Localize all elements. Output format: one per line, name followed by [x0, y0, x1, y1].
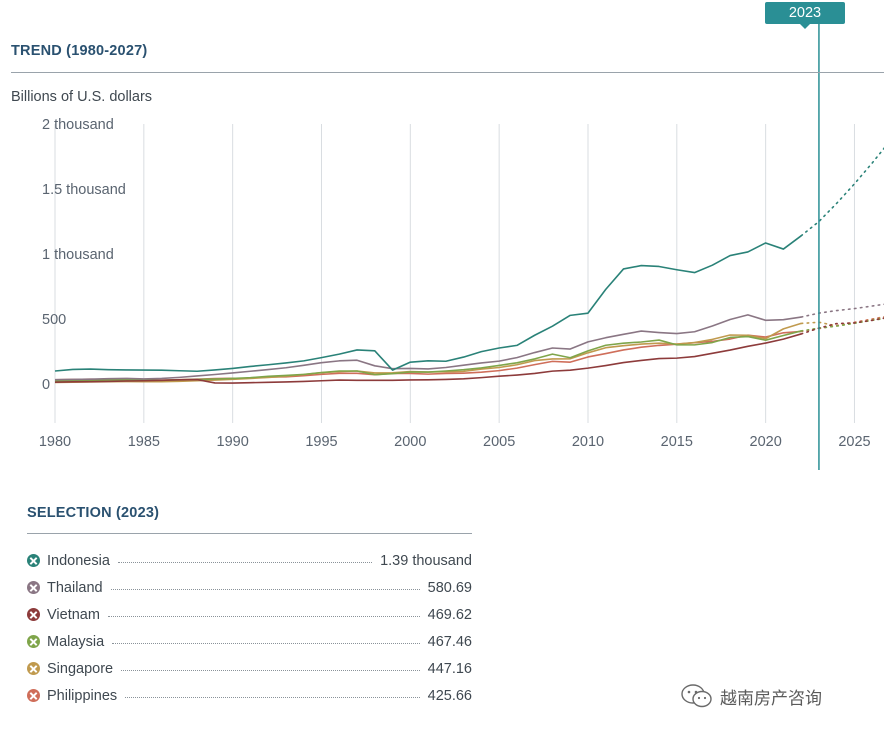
chart-series-lines: [54, 147, 884, 384]
y-axis-tick-labels: 2 thousand 1.5 thousand 1 thousand 500 0: [42, 117, 126, 393]
legend-value: 469.62: [427, 606, 472, 623]
remove-x-icon[interactable]: [27, 662, 40, 675]
watermark-text: 越南房产咨询: [720, 688, 822, 708]
legend-value: 580.69: [427, 579, 472, 596]
leader-dots: [112, 643, 420, 644]
legend-row-singapore[interactable]: Singapore 447.16: [27, 655, 472, 682]
series-line-philippines: [54, 330, 802, 382]
selection-divider: [27, 533, 472, 534]
legend-value: 425.66: [427, 687, 472, 704]
x-tick-label: 1995: [305, 434, 337, 450]
trend-line-chart: 2 thousand 1.5 thousand 1 thousand 500 0 198…: [39, 24, 884, 470]
leader-dots: [107, 616, 420, 617]
x-tick-label: 1980: [39, 434, 71, 450]
remove-x-icon[interactable]: [27, 554, 40, 567]
series-line-vietnam: [54, 333, 802, 384]
legend-country-name: Thailand: [47, 579, 103, 596]
badge-pointer: [800, 24, 810, 29]
section-title: TREND (1980-2027): [11, 43, 148, 59]
watermark: 越南房产咨询: [680, 683, 822, 709]
series-projection-indonesia: [800, 147, 884, 237]
leader-dots: [110, 589, 420, 590]
legend-row-thailand[interactable]: Thailand 580.69: [27, 574, 472, 601]
y-tick-label: 0: [42, 377, 50, 393]
x-tick-label: 1990: [217, 434, 249, 450]
y-tick-label: 2 thousand: [42, 117, 114, 133]
x-tick-label: 2000: [394, 434, 426, 450]
leader-dots: [117, 562, 373, 563]
legend-country-name: Malaysia: [47, 633, 105, 650]
remove-x-icon[interactable]: [27, 635, 40, 648]
x-tick-label: 1985: [128, 434, 160, 450]
remove-x-icon[interactable]: [27, 689, 40, 702]
chart-gridlines: [54, 124, 855, 423]
series-projection-thailand: [800, 303, 884, 318]
remove-x-icon[interactable]: [27, 608, 40, 621]
legend-row-philippines[interactable]: Philippines 425.66: [27, 682, 472, 709]
leader-dots: [125, 697, 420, 698]
selection-title: SELECTION (2023): [27, 505, 160, 521]
y-axis-unit-label: Billions of U.S. dollars: [11, 89, 153, 105]
legend-country-name: Vietnam: [47, 606, 100, 623]
legend-value: 447.16: [427, 660, 472, 677]
legend-country-name: Indonesia: [47, 552, 110, 569]
legend-row-vietnam[interactable]: Vietnam 469.62: [27, 601, 472, 628]
x-tick-label: 2020: [750, 434, 782, 450]
selection-legend-list: Indonesia 1.39 thousand Thailand 580.69 …: [27, 547, 472, 709]
x-tick-label: 2015: [661, 434, 693, 450]
y-tick-label: 500: [42, 312, 66, 328]
leader-dots: [121, 670, 420, 671]
legend-value: 1.39 thousand: [380, 552, 472, 569]
legend-value: 467.46: [427, 633, 472, 650]
wechat-icon: [681, 684, 712, 708]
series-line-thailand: [54, 314, 802, 381]
legend-row-malaysia[interactable]: Malaysia 467.46: [27, 628, 472, 655]
selected-year-badge[interactable]: 2023: [765, 2, 845, 24]
legend-country-name: Singapore: [47, 660, 114, 677]
x-tick-label: 2010: [572, 434, 604, 450]
legend-row-indonesia[interactable]: Indonesia 1.39 thousand: [27, 547, 472, 574]
remove-x-icon[interactable]: [27, 581, 40, 594]
section-divider: [11, 72, 884, 73]
series-line-indonesia: [54, 235, 802, 373]
x-tick-label: 2005: [483, 434, 515, 450]
x-tick-label: 2025: [838, 434, 870, 450]
x-axis-tick-labels: 1980 1985 1990 1995 2000 2005 2010 2015 2020 2025: [39, 434, 871, 450]
y-tick-label: 1.5 thousand: [42, 182, 126, 198]
y-tick-label: 1 thousand: [42, 247, 114, 263]
legend-country-name: Philippines: [47, 687, 118, 704]
